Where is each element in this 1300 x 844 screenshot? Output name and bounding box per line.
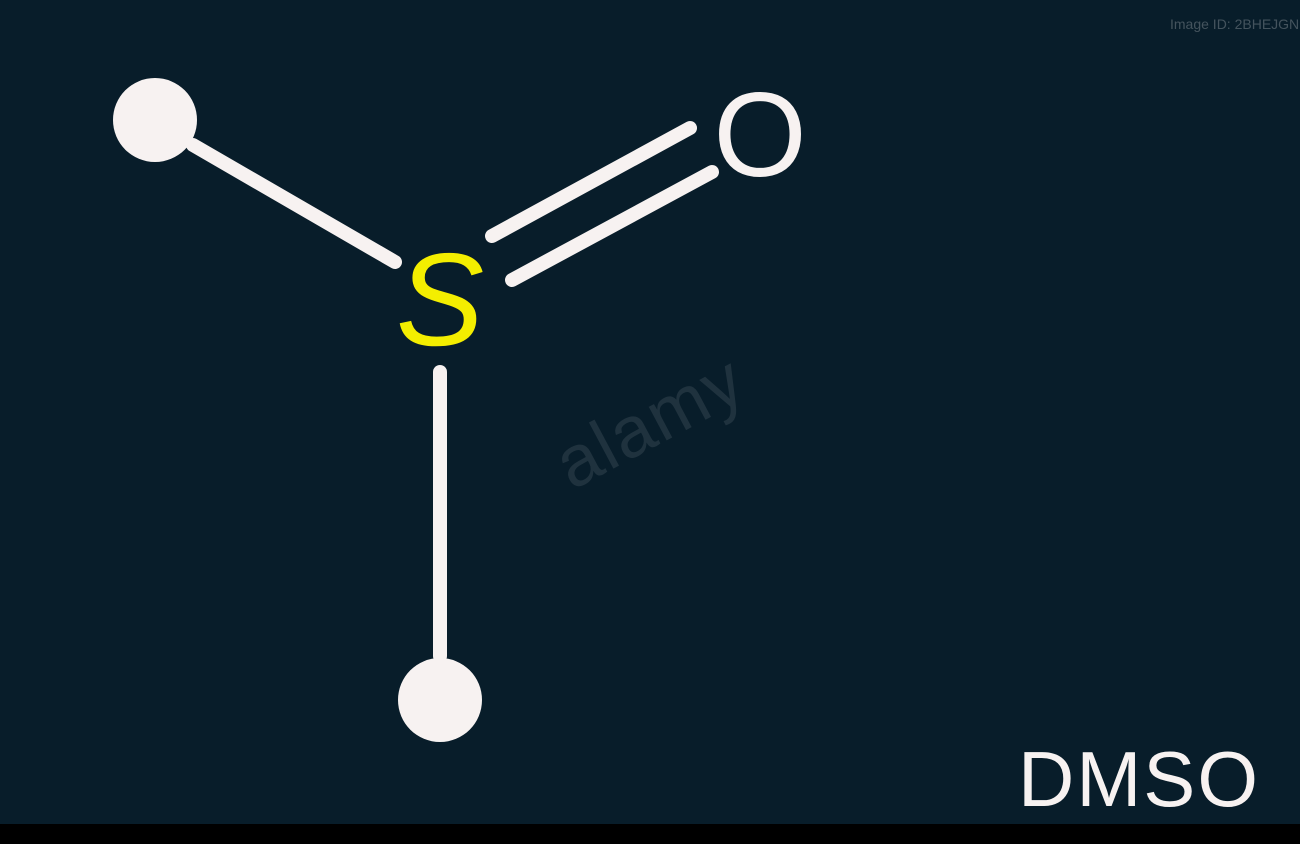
stock-image-id: Image ID: 2BHEJGN (1170, 16, 1299, 32)
molecule-caption: DMSO (1018, 740, 1260, 818)
atom-label-oxygen: O (713, 75, 806, 195)
diagram-svg (0, 0, 1300, 844)
background (0, 0, 1300, 844)
atom-label-sulfur: S (396, 234, 484, 366)
stage: S O DMSO alamy Image ID: 2BHEJGN (0, 0, 1300, 844)
